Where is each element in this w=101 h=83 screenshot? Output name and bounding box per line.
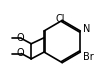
Text: O: O [16,33,24,43]
Text: N: N [83,24,90,34]
Text: Cl: Cl [56,14,65,24]
Text: O: O [16,48,24,58]
Text: Br: Br [83,52,93,62]
